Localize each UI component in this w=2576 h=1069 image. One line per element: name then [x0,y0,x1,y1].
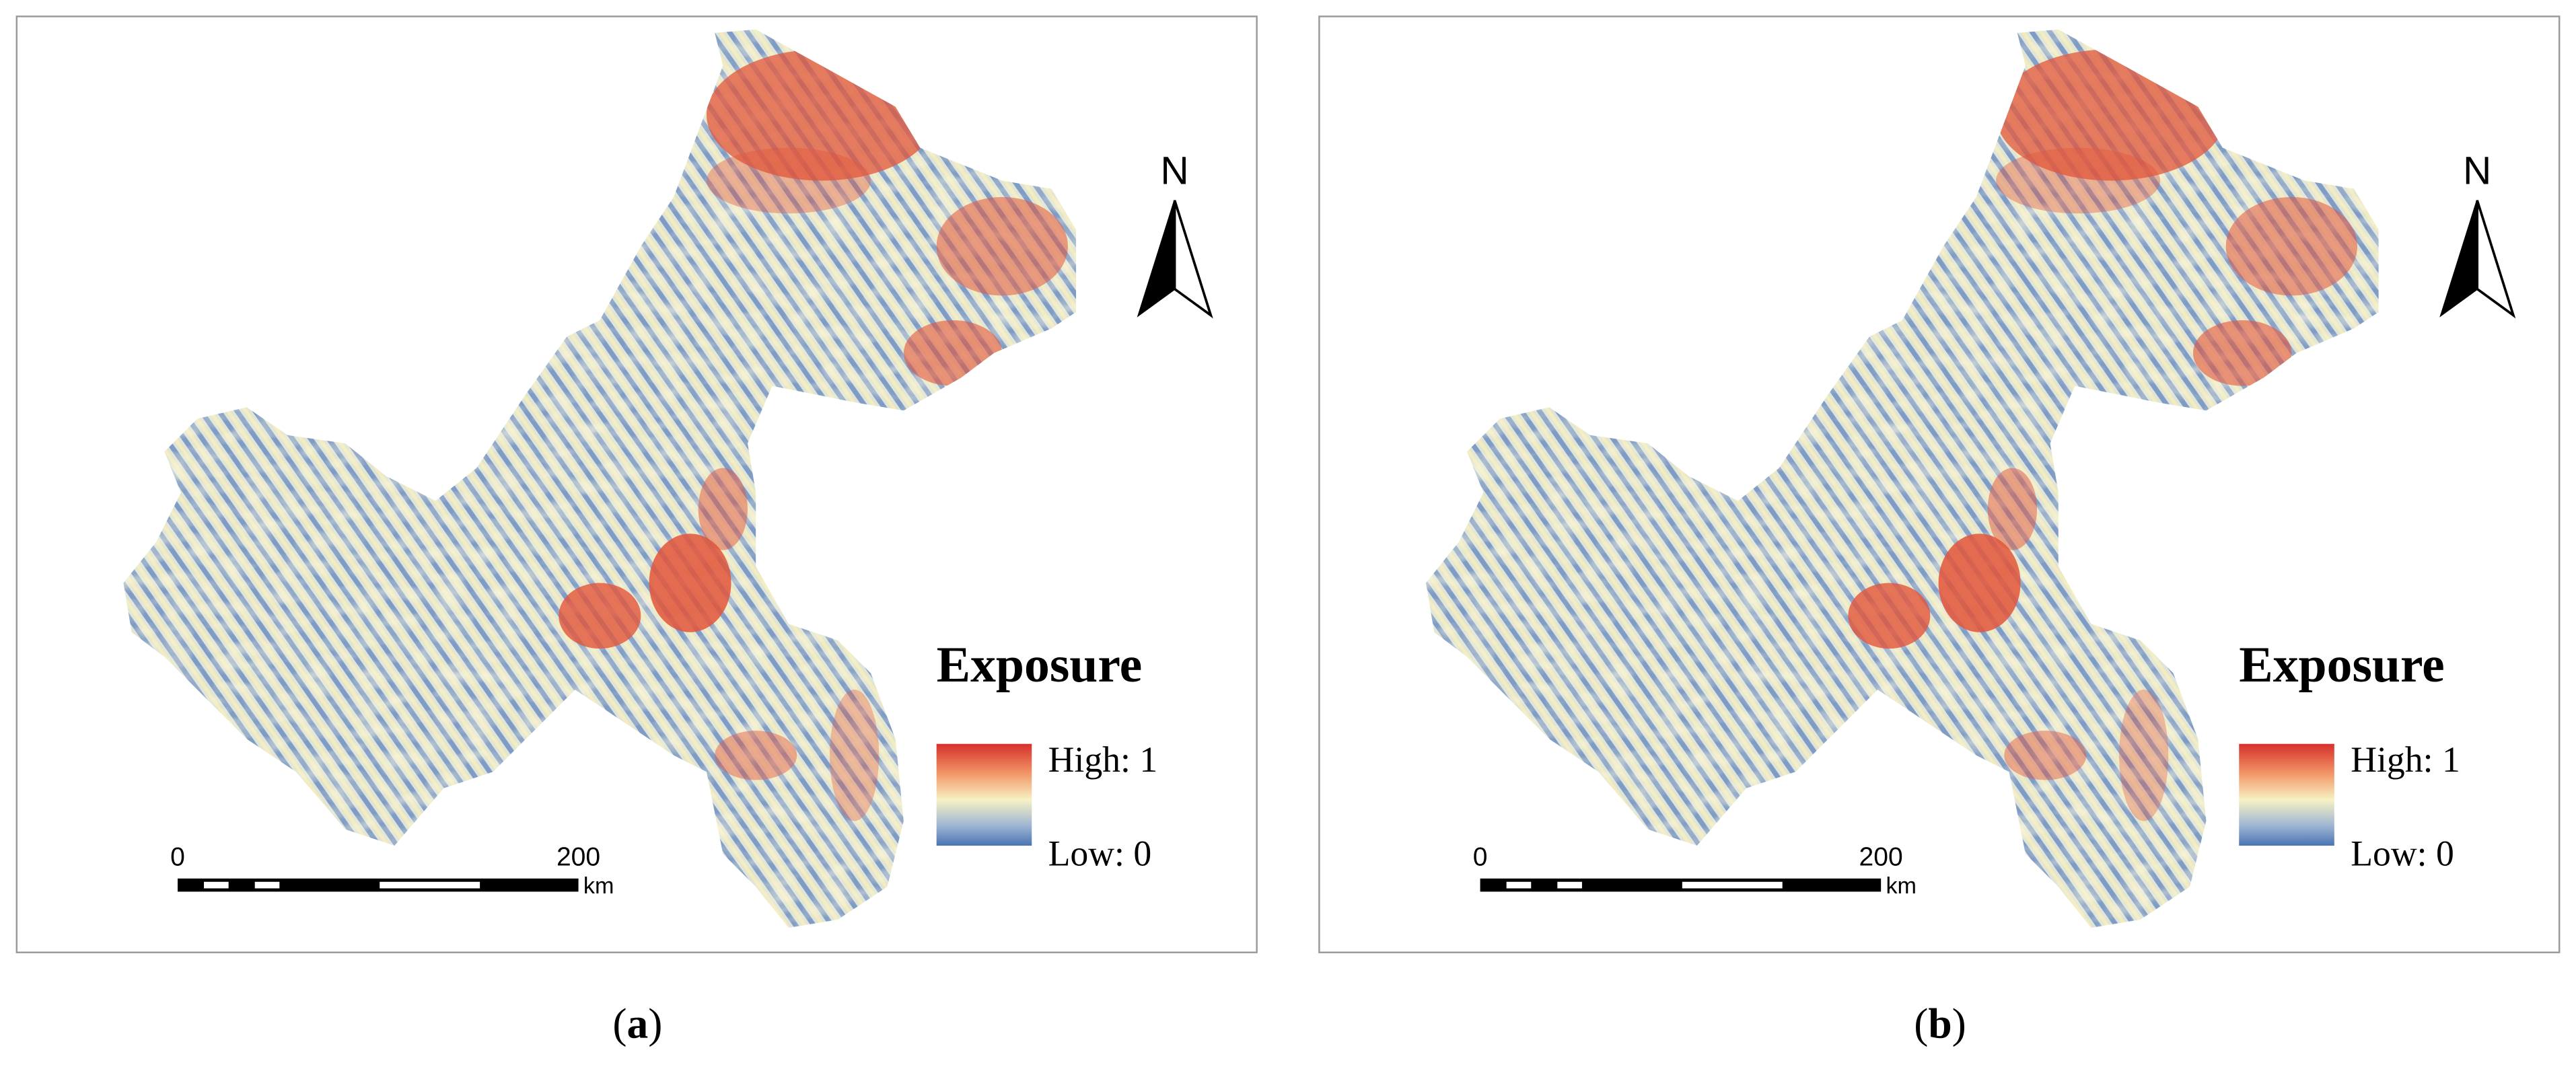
hotspot [706,147,871,214]
legend-high: High: 1 [2351,739,2460,780]
scale-unit: km [583,873,614,899]
north-arrow-right [2476,200,2516,319]
caption-part: b [1928,1000,1952,1047]
legend-ramp [936,743,1032,846]
scale-start: 0 [170,842,185,871]
hotspot [2004,731,2087,780]
scale-end: 200 [1859,842,1903,871]
scale-end: 200 [557,842,600,871]
hotspot [2192,320,2292,386]
hotspot [2119,690,2169,821]
legend-low: Low: 0 [1048,833,1152,873]
caption-part: ) [648,1000,662,1047]
hotspot [698,468,748,550]
hotspot [1987,468,2038,550]
legend-title: Exposure [2239,637,2445,693]
caption: (a) [612,1000,662,1047]
hotspot [936,196,1068,296]
north-label: N [2463,149,2491,192]
hotspot [649,533,731,632]
legend-title: Exposure [937,637,1143,693]
north-arrow-right [1173,200,1213,319]
scale-unit: km [1886,873,1917,899]
hotspot [2225,196,2357,296]
hotspot [1996,147,2161,214]
scale-bar-segment [380,881,480,889]
legend-low: Low: 0 [2351,833,2454,873]
legend-ramp [2239,743,2334,846]
scale-bar-segment [1682,881,1783,889]
scale-bar-frame [1480,878,1882,892]
hotspot [1848,583,1931,649]
hotspot [1938,533,2021,632]
hotspot [715,731,797,780]
scale-bar-frame [177,878,579,892]
scale-bar-segment [254,881,280,889]
scale-bar-segment [1506,881,1532,889]
hotspot [830,690,880,821]
caption-part: ( [612,1000,627,1047]
north-label: N [1160,149,1188,192]
caption-part: ) [1952,1000,1966,1047]
scale-start: 0 [1473,842,1488,871]
legend-high: High: 1 [1048,739,1158,780]
caption-part: a [627,1000,649,1047]
caption-part: ( [1914,1000,1928,1047]
scale-bar-segment [1557,881,1582,889]
hotspot [559,583,641,649]
scale-bar-segment [204,881,229,889]
caption: (b) [1914,1000,1966,1047]
